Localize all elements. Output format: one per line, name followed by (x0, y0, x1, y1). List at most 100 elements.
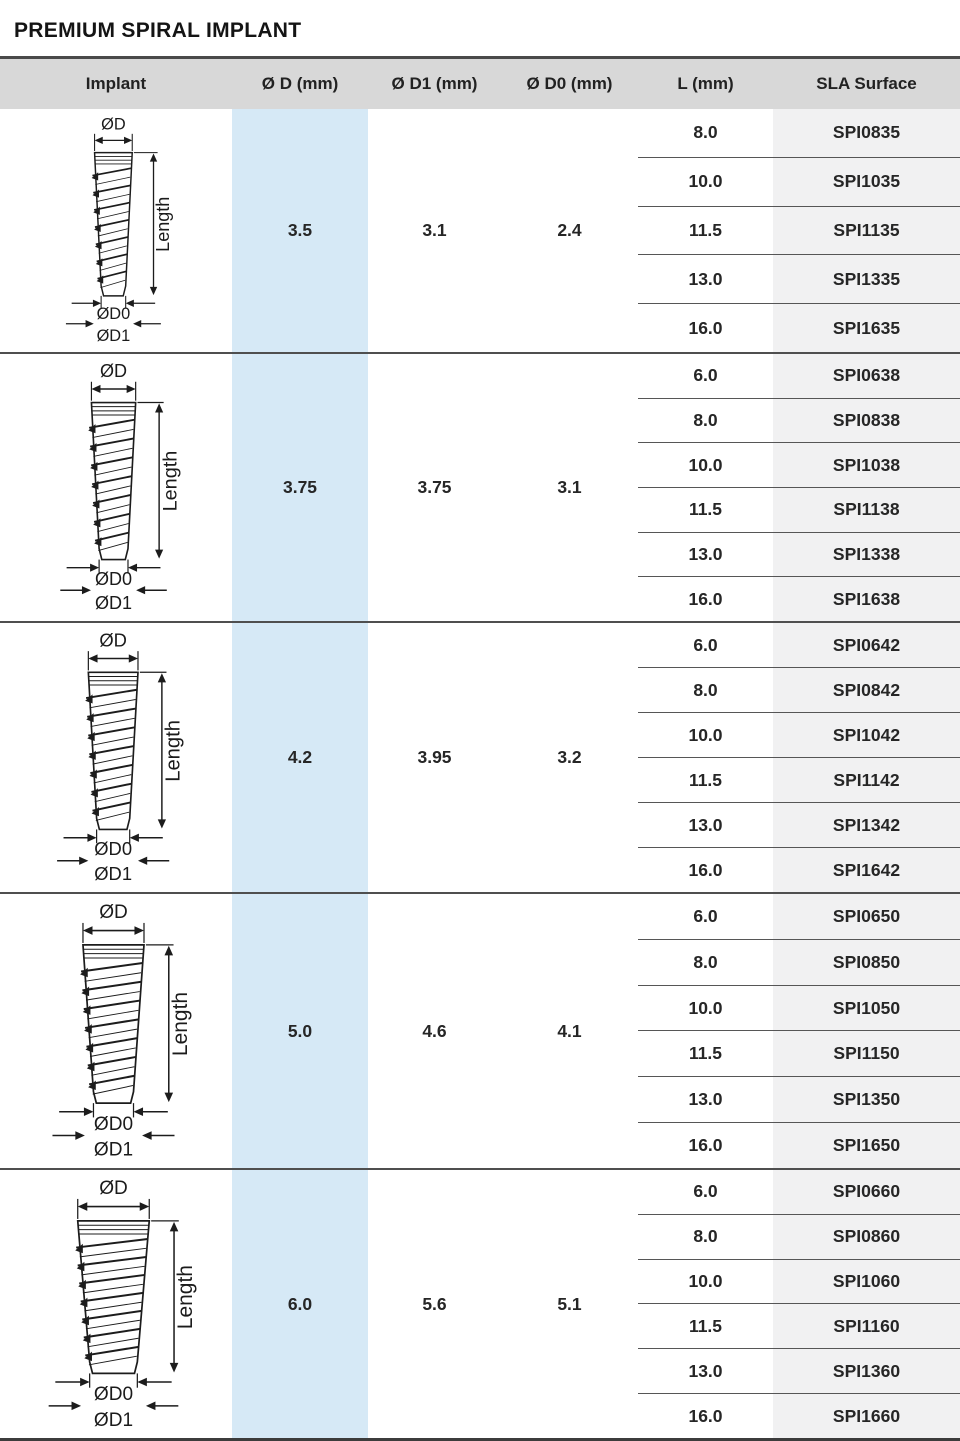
table-row: 6.0 SPI0660 (638, 1170, 960, 1214)
length-value: 16.0 (688, 588, 723, 609)
sla-code: SPI1150 (773, 1031, 960, 1077)
col-header-length: L (mm) (677, 74, 734, 93)
table-row: 6.0 SPI0650 (638, 894, 960, 939)
sla-code: SPI1335 (773, 255, 960, 304)
table-row: 8.0 SPI0860 (638, 1213, 960, 1259)
table-row: 6.0 SPI0638 (638, 354, 960, 398)
sla-code: SPI0860 (773, 1214, 960, 1259)
length-value: 16.0 (688, 1135, 723, 1156)
implant-cell: ØD Length ØD0 ØD1 (0, 623, 232, 892)
sla-code: SPI1635 (773, 304, 960, 352)
sla-code: SPI1060 (773, 1259, 960, 1304)
sla-code: SPI1660 (773, 1394, 960, 1438)
svg-text:ØD1: ØD1 (94, 1410, 133, 1431)
svg-text:Length: Length (162, 720, 184, 782)
length-value: 10.0 (688, 454, 723, 475)
diameter-d1-value: 3.95 (417, 747, 452, 767)
length-value: 11.5 (688, 1043, 723, 1064)
sla-code: SPI0660 (773, 1170, 960, 1214)
svg-text:ØD: ØD (99, 902, 128, 923)
page-title: PREMIUM SPIRAL IMPLANT (14, 19, 302, 42)
diameter-d0-value: 2.4 (557, 220, 582, 240)
table-row: 11.5 SPI1150 (638, 1030, 960, 1077)
sla-code: SPI0835 (773, 109, 960, 157)
length-value: 11.5 (688, 499, 723, 520)
svg-text:ØD1: ØD1 (94, 863, 132, 884)
diameter-d1-value: 3.1 (422, 220, 447, 240)
implant-cell: ØD Length ØD0 ØD1 (0, 1170, 232, 1438)
col-header-diameter-d0: Ø D0 (mm) (526, 74, 613, 93)
length-rows: 8.0 SPI0835 10.0 SPI1035 11.5 SPI1135 13.0 SPI1… (638, 109, 960, 352)
implant-group: ØD Length ØD0 ØD1 6.0 5.6 5.1 6.0 SPI0660 8.0 SPI0… (0, 1168, 960, 1438)
table-row: 10.0 SPI1035 (638, 156, 960, 206)
diameter-d0-value: 3.1 (557, 477, 582, 497)
svg-text:ØD: ØD (100, 361, 127, 381)
sla-code: SPI0650 (773, 894, 960, 939)
length-rows: 6.0 SPI0650 8.0 SPI0850 10.0 SPI1050 11.5 SPI11… (638, 894, 960, 1168)
svg-text:ØD: ØD (101, 116, 126, 134)
table-body: ØD Length ØD0 ØD1 3.5 3.1 2.4 8.0 SPI0835 10.0 SPI… (0, 109, 960, 1438)
table-row: 8.0 SPI0850 (638, 938, 960, 985)
length-value: 10.0 (688, 171, 723, 192)
svg-text:ØD: ØD (99, 1178, 128, 1199)
sla-code: SPI1050 (773, 985, 960, 1031)
table-row: 11.5 SPI1160 (638, 1303, 960, 1349)
table-header-row: Implant Ø D (mm) Ø D1 (mm) Ø D0 (mm) L (… (0, 59, 960, 109)
sla-code: SPI1642 (773, 848, 960, 892)
length-value: 8.0 (693, 122, 718, 143)
svg-text:ØD1: ØD1 (97, 327, 131, 345)
length-value: 6.0 (693, 365, 718, 386)
length-value: 11.5 (688, 1315, 723, 1336)
implant-diagram: ØD Length ØD0 ØD1 (52, 902, 192, 1160)
table-row: 10.0 SPI1050 (638, 984, 960, 1031)
implant-diagram: ØD Length ØD0 ØD1 (60, 361, 181, 613)
length-value: 8.0 (693, 951, 718, 972)
length-value: 13.0 (688, 268, 723, 289)
length-value: 6.0 (693, 905, 718, 926)
length-value: 6.0 (693, 1181, 718, 1202)
length-value: 13.0 (688, 544, 723, 565)
implant-cell: ØD Length ØD0 ØD1 (0, 109, 232, 352)
sla-code: SPI0850 (773, 939, 960, 985)
sla-code: SPI1138 (773, 488, 960, 532)
length-value: 8.0 (693, 410, 718, 430)
implant-cell: ØD Length ØD0 ØD1 (0, 894, 232, 1168)
length-rows: 6.0 SPI0642 8.0 SPI0842 10.0 SPI1042 11.5 SPI11… (638, 623, 960, 892)
length-rows: 6.0 SPI0638 8.0 SPI0838 10.0 SPI1038 11.5 SPI11… (638, 354, 960, 622)
table-row: 13.0 SPI1335 (638, 254, 960, 304)
diameter-d-value: 3.75 (232, 354, 368, 621)
length-value: 16.0 (688, 317, 723, 338)
svg-text:ØD1: ØD1 (95, 593, 132, 613)
sla-code: SPI1342 (773, 803, 960, 847)
sla-code: SPI0838 (773, 398, 960, 443)
length-value: 16.0 (688, 859, 723, 880)
svg-text:Length: Length (153, 197, 173, 252)
table-row: 10.0 SPI1042 (638, 712, 960, 757)
table-row: 8.0 SPI0838 (638, 397, 960, 443)
table-row: 16.0 SPI1638 (638, 576, 960, 622)
length-value: 13.0 (688, 1360, 723, 1381)
diameter-d1-value: 4.6 (422, 1020, 447, 1041)
sla-code: SPI1160 (773, 1304, 960, 1349)
length-value: 10.0 (688, 1271, 723, 1292)
col-header-sla-surface: SLA Surface (816, 74, 917, 93)
table-row: 11.5 SPI1142 (638, 757, 960, 802)
table-row: 16.0 SPI1635 (638, 303, 960, 352)
sla-code: SPI1135 (773, 206, 960, 255)
sla-code: SPI1638 (773, 577, 960, 622)
table-row: 8.0 SPI0835 (638, 109, 960, 157)
table-row: 11.5 SPI1138 (638, 487, 960, 532)
sla-code: SPI0842 (773, 668, 960, 712)
length-value: 8.0 (693, 1226, 718, 1247)
svg-text:ØD0: ØD0 (94, 1114, 133, 1135)
svg-text:ØD: ØD (99, 630, 127, 651)
length-value: 10.0 (688, 724, 723, 745)
implant-spec-table: Implant Ø D (mm) Ø D1 (mm) Ø D0 (mm) L (… (0, 56, 960, 1441)
length-rows: 6.0 SPI0660 8.0 SPI0860 10.0 SPI1060 11.5 SPI11… (638, 1170, 960, 1438)
table-row: 16.0 SPI1642 (638, 847, 960, 892)
svg-text:ØD1: ØD1 (94, 1139, 133, 1160)
sla-code: SPI1042 (773, 713, 960, 757)
table-row: 10.0 SPI1038 (638, 442, 960, 488)
implant-group: ØD Length ØD0 ØD1 5.0 4.6 4.1 6.0 SPI0650 8.0 SPI0… (0, 892, 960, 1168)
